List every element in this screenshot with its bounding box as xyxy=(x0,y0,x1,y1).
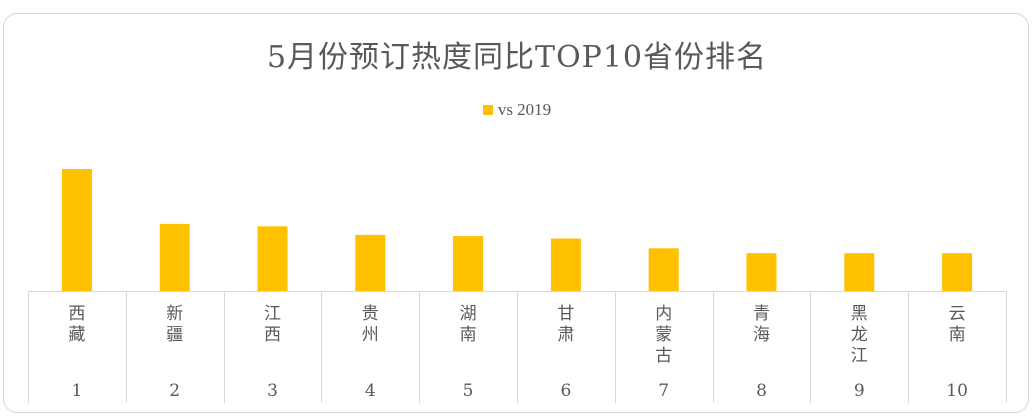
category-label: 湖南 xyxy=(460,304,477,345)
bar xyxy=(61,169,92,291)
category-label: 云南 xyxy=(949,304,966,345)
rank-label: 6 xyxy=(560,381,571,401)
rank-label: 9 xyxy=(854,381,865,401)
rank-label: 2 xyxy=(169,381,180,401)
bar xyxy=(844,253,875,291)
bar xyxy=(648,248,679,291)
bar xyxy=(355,234,386,291)
chart-legend: vs 2019 xyxy=(0,100,1034,120)
bar xyxy=(942,253,973,291)
bar xyxy=(550,238,581,291)
category-label: 内蒙古 xyxy=(655,304,672,366)
bar xyxy=(746,253,777,291)
bar xyxy=(453,236,484,291)
chart-frame xyxy=(3,13,1029,413)
category-label: 青海 xyxy=(753,304,770,345)
legend-swatch xyxy=(482,105,493,115)
rank-label: 10 xyxy=(946,381,968,401)
category-label: 新疆 xyxy=(166,304,183,345)
rank-label: 5 xyxy=(463,381,474,401)
category-label: 贵州 xyxy=(362,304,379,345)
rank-label: 8 xyxy=(756,381,767,401)
category-label: 西藏 xyxy=(68,304,85,345)
category-label: 甘肃 xyxy=(557,304,574,345)
rank-label: 4 xyxy=(365,381,376,401)
rank-label: 1 xyxy=(71,381,82,401)
rank-label: 3 xyxy=(267,381,278,401)
bar xyxy=(159,223,190,291)
rank-label: 7 xyxy=(658,381,669,401)
chart-title: 5月份预订热度同比TOP10省份排名 xyxy=(266,40,768,75)
legend-label: vs 2019 xyxy=(497,100,552,119)
bar xyxy=(257,226,288,291)
category-label: 江西 xyxy=(264,304,281,345)
category-label: 黑龙江 xyxy=(851,304,868,366)
